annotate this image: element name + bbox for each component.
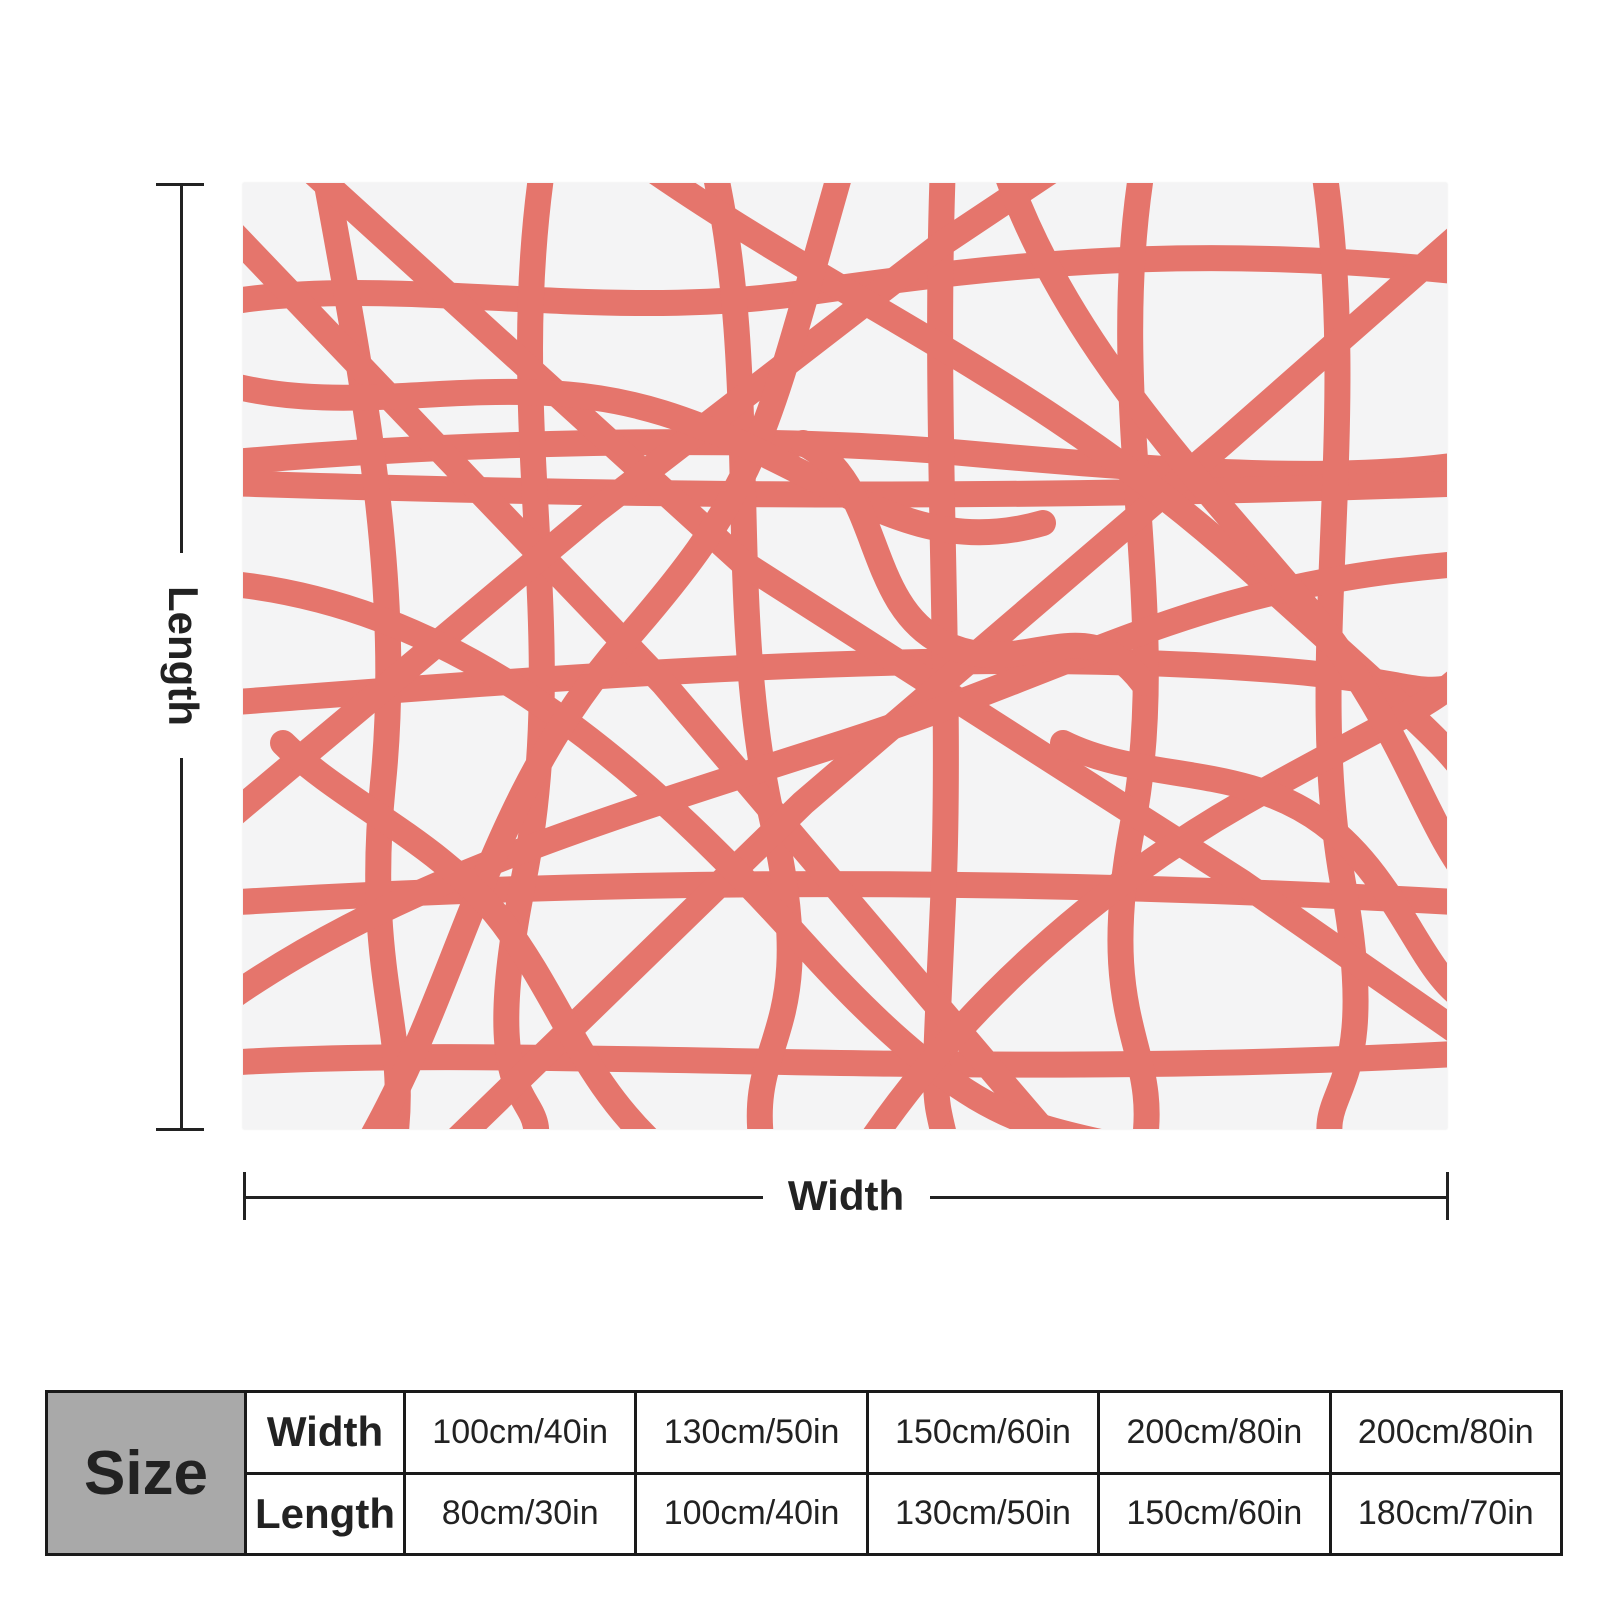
width-line-left (243, 1196, 763, 1199)
table-row-width: Size Width 100cm/40in 130cm/50in 150cm/6… (45, 1390, 1564, 1556)
coral-line-pattern (243, 183, 1447, 1129)
length-cell: 130cm/50in (865, 1471, 1101, 1556)
width-line-right (930, 1196, 1446, 1199)
width-right-cap (1446, 1172, 1449, 1220)
size-table: Size Width 100cm/40in 130cm/50in 150cm/6… (45, 1390, 1564, 1556)
width-cell: 200cm/80in (1097, 1390, 1332, 1475)
width-cell: 130cm/50in (634, 1390, 869, 1475)
row-label-length: Length (244, 1471, 406, 1556)
length-line-upper (180, 183, 183, 553)
blanket-product-image (243, 183, 1447, 1129)
length-bottom-cap (156, 1128, 204, 1131)
length-cell: 80cm/30in (402, 1471, 638, 1556)
size-header: Size (45, 1390, 247, 1556)
width-label: Width (787, 1172, 905, 1219)
length-line-lower (180, 758, 183, 1128)
length-cell: 180cm/70in (1328, 1471, 1564, 1556)
row-label-width: Width (244, 1390, 406, 1475)
width-cell: 150cm/60in (865, 1390, 1101, 1475)
length-cell: 100cm/40in (634, 1471, 869, 1556)
length-cell: 150cm/60in (1097, 1471, 1332, 1556)
table-row-length: Length 80cm/30in 100cm/40in 130cm/50in 1… (47, 1471, 1564, 1556)
width-cell: 100cm/40in (402, 1390, 638, 1475)
width-cell: 200cm/80in (1328, 1390, 1564, 1475)
length-label: Length (160, 586, 207, 726)
